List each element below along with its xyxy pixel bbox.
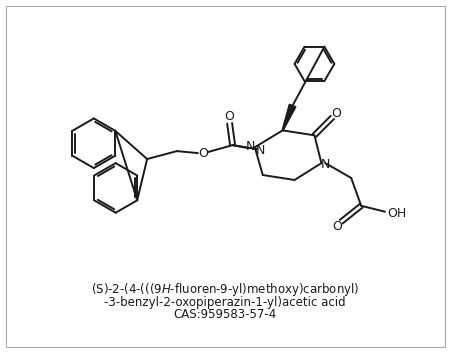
Text: (S)-2-(4-(((9$\it{H}$-fluoren-9-yl)methoxy)carbonyl): (S)-2-(4-(((9$\it{H}$-fluoren-9-yl)metho… (91, 281, 359, 298)
Polygon shape (282, 104, 296, 131)
Text: N: N (246, 140, 256, 153)
Text: OH: OH (387, 207, 406, 220)
Text: N: N (321, 157, 330, 170)
Text: O: O (331, 107, 341, 120)
Text: O: O (198, 146, 208, 160)
Text: N: N (256, 144, 265, 157)
Text: O: O (225, 110, 235, 123)
Text: -3-benzyl-2-oxopiperazin-1-yl)acetic acid: -3-benzyl-2-oxopiperazin-1-yl)acetic aci… (104, 295, 346, 309)
Text: CAS:959583-57-4: CAS:959583-57-4 (173, 309, 276, 321)
Text: O: O (332, 220, 342, 233)
